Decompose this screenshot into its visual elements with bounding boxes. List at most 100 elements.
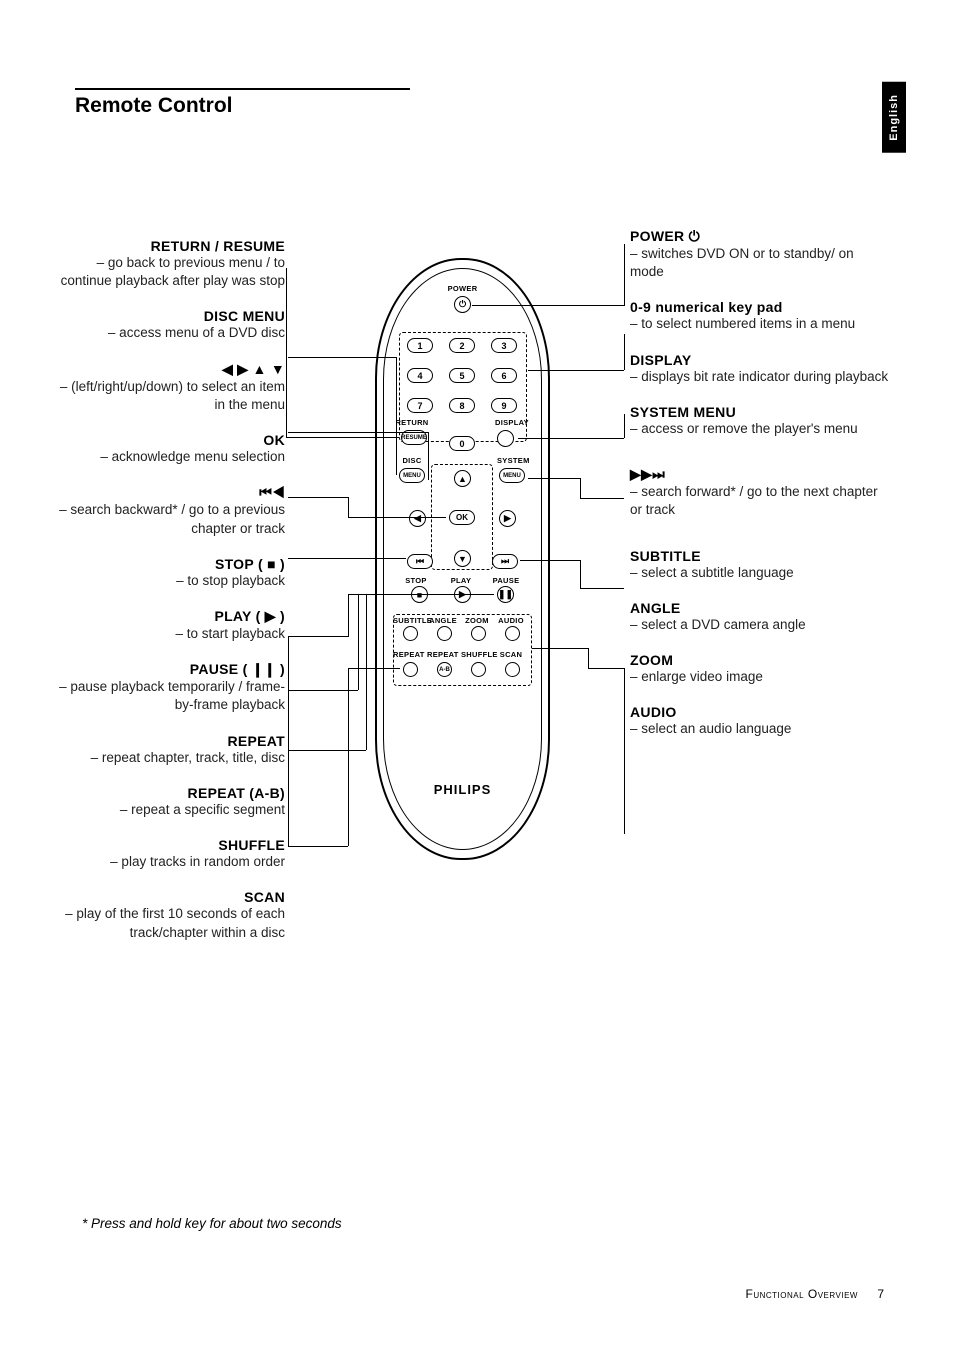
item-angle: ANGLE – select a DVD camera angle: [630, 600, 890, 634]
shuffle-button[interactable]: [471, 662, 486, 677]
display-button[interactable]: [497, 430, 514, 447]
desc: – enlarge video image: [630, 668, 890, 686]
item-system-menu: SYSTEM MENU – access or remove the playe…: [630, 404, 890, 438]
label: ◀ ▶ ▲ ▼: [55, 361, 285, 378]
item-pause: PAUSE ( ❙❙ ) – pause playback temporaril…: [55, 661, 285, 714]
leader: [580, 478, 581, 498]
desc: – to stop playback: [55, 572, 285, 590]
label: SUBTITLE: [630, 548, 890, 564]
desc: – select a DVD camera angle: [630, 616, 890, 634]
remote-diagram: POWER ⏻ 1 2 3 4 5 6 7 8 9 0 RETURN DISPL…: [375, 258, 550, 860]
shuffle-label: SHUFFLE: [461, 650, 493, 659]
num-5[interactable]: 5: [449, 368, 475, 383]
leader: [528, 478, 580, 479]
leader: [288, 750, 366, 751]
num-8[interactable]: 8: [449, 398, 475, 413]
zoom-button[interactable]: [471, 626, 486, 641]
num-3[interactable]: 3: [491, 338, 517, 353]
scan-label: SCAN: [497, 650, 525, 659]
leader: [528, 370, 624, 371]
item-numpad: 0-9 numerical key pad – to select number…: [630, 299, 890, 333]
left-button[interactable]: ◀: [409, 510, 426, 527]
item-ok: OK – acknowledge menu selection: [55, 432, 285, 466]
label: AUDIO: [630, 704, 890, 720]
label: REPEAT (A-B): [55, 785, 285, 801]
leader: [396, 357, 397, 475]
desc: – (left/right/up/down) to select an item…: [55, 378, 285, 414]
repeat-button[interactable]: [403, 662, 418, 677]
disc-menu-button[interactable]: MENU: [399, 468, 425, 483]
leader: [286, 268, 287, 438]
label: ANGLE: [630, 600, 890, 616]
label: DISPLAY: [630, 352, 890, 368]
repeat-ab-button[interactable]: A-B: [437, 662, 452, 677]
desc: – search backward* / go to a previous ch…: [55, 501, 285, 537]
desc: – play tracks in random order: [55, 853, 285, 871]
desc: – pause playback temporarily / frame-by-…: [55, 678, 285, 714]
label: SHUFFLE: [55, 837, 285, 853]
label: REPEAT: [55, 733, 285, 749]
item-disc-menu: DISC MENU – access menu of a DVD disc: [55, 308, 285, 342]
right-button[interactable]: ▶: [499, 510, 516, 527]
num-9[interactable]: 9: [491, 398, 517, 413]
repeat-ab-label: REPEAT: [427, 650, 457, 659]
item-repeat: REPEAT – repeat chapter, track, title, d…: [55, 733, 285, 767]
pause-button[interactable]: ❚❚: [497, 586, 514, 603]
subtitle-button[interactable]: [403, 626, 418, 641]
item-return-resume: RETURN / RESUME – go back to previous me…: [55, 238, 285, 290]
item-search-back: ⏮◀ – search backward* / go to a previous…: [55, 484, 285, 537]
next-button[interactable]: ⏭: [492, 554, 518, 569]
leader: [348, 668, 349, 846]
item-scan: SCAN – play of the first 10 seconds of e…: [55, 889, 285, 941]
audio-label: AUDIO: [497, 616, 525, 625]
label: ▶▶⏭: [630, 466, 890, 483]
up-button[interactable]: ▲: [454, 470, 471, 487]
leader: [348, 517, 446, 518]
num-6[interactable]: 6: [491, 368, 517, 383]
item-display: DISPLAY – displays bit rate indicator du…: [630, 352, 890, 386]
leader: [588, 648, 589, 668]
angle-label: ANGLE: [429, 616, 457, 625]
ok-button[interactable]: OK: [449, 510, 475, 525]
return-label: RETURN: [395, 418, 429, 427]
system-menu-button[interactable]: MENU: [499, 468, 525, 483]
label: OK: [55, 432, 285, 448]
label: PLAY ( ▶ ): [55, 608, 285, 625]
leader: [520, 560, 580, 561]
desc: – repeat chapter, track, title, disc: [55, 749, 285, 767]
audio-button[interactable]: [505, 626, 520, 641]
num-2[interactable]: 2: [449, 338, 475, 353]
subtitle-label: SUBTITLE: [393, 616, 425, 625]
num-0[interactable]: 0: [449, 436, 475, 451]
desc: – search forward* / go to the next chapt…: [630, 483, 890, 519]
label: POWER ⏻: [630, 228, 890, 245]
system-label: SYSTEM: [497, 456, 529, 465]
power-button[interactable]: ⏻: [454, 296, 471, 313]
down-button[interactable]: ▼: [454, 550, 471, 567]
desc: – access menu of a DVD disc: [55, 324, 285, 342]
item-audio: AUDIO – select an audio language: [630, 704, 890, 738]
desc: – play of the first 10 seconds of each t…: [55, 905, 285, 941]
leader: [288, 846, 348, 847]
angle-button[interactable]: [437, 626, 452, 641]
desc: – to select numbered items in a menu: [630, 315, 890, 333]
leader: [288, 497, 348, 498]
leader: [366, 594, 494, 595]
desc: – switches DVD ON or to standby/ on mode: [630, 245, 890, 281]
prev-button[interactable]: ⏮: [407, 554, 433, 569]
num-1[interactable]: 1: [407, 338, 433, 353]
item-arrows: ◀ ▶ ▲ ▼ – (left/right/up/down) to select…: [55, 361, 285, 414]
left-column: RETURN / RESUME – go back to previous me…: [55, 238, 285, 960]
leader: [288, 558, 406, 559]
disc-label: DISC: [397, 456, 427, 465]
scan-button[interactable]: [505, 662, 520, 677]
leader: [286, 437, 399, 438]
desc: – access or remove the player's menu: [630, 420, 890, 438]
desc: – go back to previous menu / to continue…: [55, 254, 285, 290]
label: PAUSE ( ❙❙ ): [55, 661, 285, 678]
num-4[interactable]: 4: [407, 368, 433, 383]
num-7[interactable]: 7: [407, 398, 433, 413]
label: ZOOM: [630, 652, 890, 668]
item-zoom: ZOOM – enlarge video image: [630, 652, 890, 686]
leader: [624, 414, 625, 438]
